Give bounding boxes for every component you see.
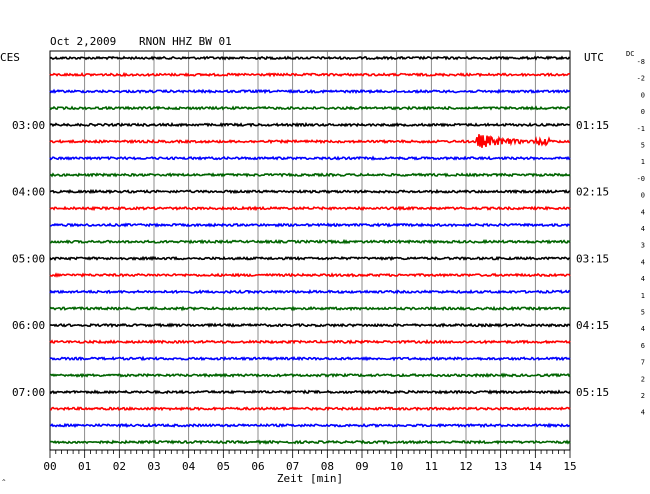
dc-offset-value: 4 xyxy=(641,225,645,233)
x-tick-label: 03 xyxy=(147,460,160,473)
trace-line-18 xyxy=(49,339,571,345)
left-hour-label: 06:00 xyxy=(12,319,45,332)
trace-line-6 xyxy=(49,134,571,148)
trace-line-23 xyxy=(49,422,571,429)
trace-line-15 xyxy=(49,288,571,295)
trace-line-3 xyxy=(49,88,571,95)
trace-line-20 xyxy=(49,372,571,379)
dc-offset-value: 4 xyxy=(641,325,645,333)
x-tick-label: 13 xyxy=(494,460,507,473)
dc-offset-value: 0 xyxy=(641,192,645,200)
trace-line-17 xyxy=(49,322,571,328)
right-hour-label: 05:15 xyxy=(576,386,609,399)
trace-line-14 xyxy=(49,272,571,278)
dc-offset-value: 0 xyxy=(641,91,645,99)
corner-mark-icon: ^ xyxy=(2,479,6,486)
dc-offset-value: -1 xyxy=(637,125,645,133)
x-tick-label: 07 xyxy=(286,460,299,473)
left-hour-label: 05:00 xyxy=(12,252,45,265)
chart-date: Oct 2,2009 xyxy=(50,35,116,48)
dc-offset-value: 7 xyxy=(641,359,645,367)
trace-line-1 xyxy=(49,55,571,61)
hour-labels: 03:00 01:15 04:00 02:15 05:00 03:15 06:00 04:15… xyxy=(12,58,645,417)
dc-label: DC xyxy=(626,50,634,58)
trace-line-12 xyxy=(49,238,571,245)
dc-offset-value: 1 xyxy=(641,158,645,166)
x-tick-label: 04 xyxy=(182,460,196,473)
trace-line-11 xyxy=(50,222,571,228)
right-hour-label: 04:15 xyxy=(576,319,609,332)
right-timezone-label: UTC xyxy=(584,51,604,64)
x-tick-label: 10 xyxy=(390,460,403,473)
trace-line-5 xyxy=(49,122,571,128)
x-tick-label: 12 xyxy=(459,460,472,473)
dc-offset-value: 4 xyxy=(641,208,645,216)
x-tick-label: 01 xyxy=(78,460,91,473)
x-axis: 00 01 02 03 04 05 06 07 08 09 10 11 12 13 14 15 xyxy=(43,449,577,473)
trace-line-9 xyxy=(49,188,571,195)
trace-line-16 xyxy=(49,305,571,312)
trace-line-7 xyxy=(49,155,571,161)
dc-offset-value: 1 xyxy=(641,292,645,300)
trace-line-13 xyxy=(49,255,571,262)
trace-line-4 xyxy=(49,105,571,111)
left-hour-label: 07:00 xyxy=(12,386,45,399)
x-tick-label: 02 xyxy=(113,460,126,473)
x-tick-label: 06 xyxy=(251,460,264,473)
trace-line-21 xyxy=(49,389,571,395)
x-tick-label: 09 xyxy=(355,460,368,473)
trace-line-24 xyxy=(49,439,571,445)
trace-line-2 xyxy=(49,71,571,78)
dc-offset-value: -2 xyxy=(637,75,645,83)
x-tick-label: 08 xyxy=(321,460,334,473)
dc-offset-value: 2 xyxy=(641,375,645,383)
dc-offset-value: -0 xyxy=(637,175,645,183)
left-timezone-label: CES xyxy=(0,51,20,64)
left-hour-label: 04:00 xyxy=(12,186,45,199)
dc-offset-value: 2 xyxy=(641,392,645,400)
x-tick-label: 11 xyxy=(425,460,438,473)
x-tick-label: 15 xyxy=(563,460,576,473)
x-tick-label: 14 xyxy=(529,460,543,473)
x-axis-label: Zeit [min] xyxy=(277,472,343,485)
right-hour-label: 01:15 xyxy=(576,119,609,132)
trace-group xyxy=(49,55,571,445)
dc-offset-value: 3 xyxy=(641,242,645,250)
dc-offset-value: 4 xyxy=(641,275,645,283)
right-hour-label: 03:15 xyxy=(576,252,609,265)
chart-station: RNON HHZ BW 01 xyxy=(139,35,232,48)
x-tick-label: 00 xyxy=(43,460,56,473)
left-hour-label: 03:00 xyxy=(12,119,45,132)
dc-offset-value: -8 xyxy=(637,58,645,66)
trace-line-19 xyxy=(49,355,571,362)
trace-line-22 xyxy=(49,405,571,412)
dc-offset-value: 6 xyxy=(641,342,645,350)
dc-offset-value: 5 xyxy=(641,309,645,317)
right-hour-label: 02:15 xyxy=(576,186,609,199)
chart-grid xyxy=(49,50,571,451)
dc-offset-value: 4 xyxy=(641,258,645,266)
trace-line-8 xyxy=(49,172,571,178)
dc-offset-value: 5 xyxy=(641,142,645,150)
dc-offset-value: 0 xyxy=(641,108,645,116)
trace-line-10 xyxy=(49,205,571,212)
dc-offset-value: 4 xyxy=(641,409,645,417)
x-tick-label: 05 xyxy=(217,460,230,473)
